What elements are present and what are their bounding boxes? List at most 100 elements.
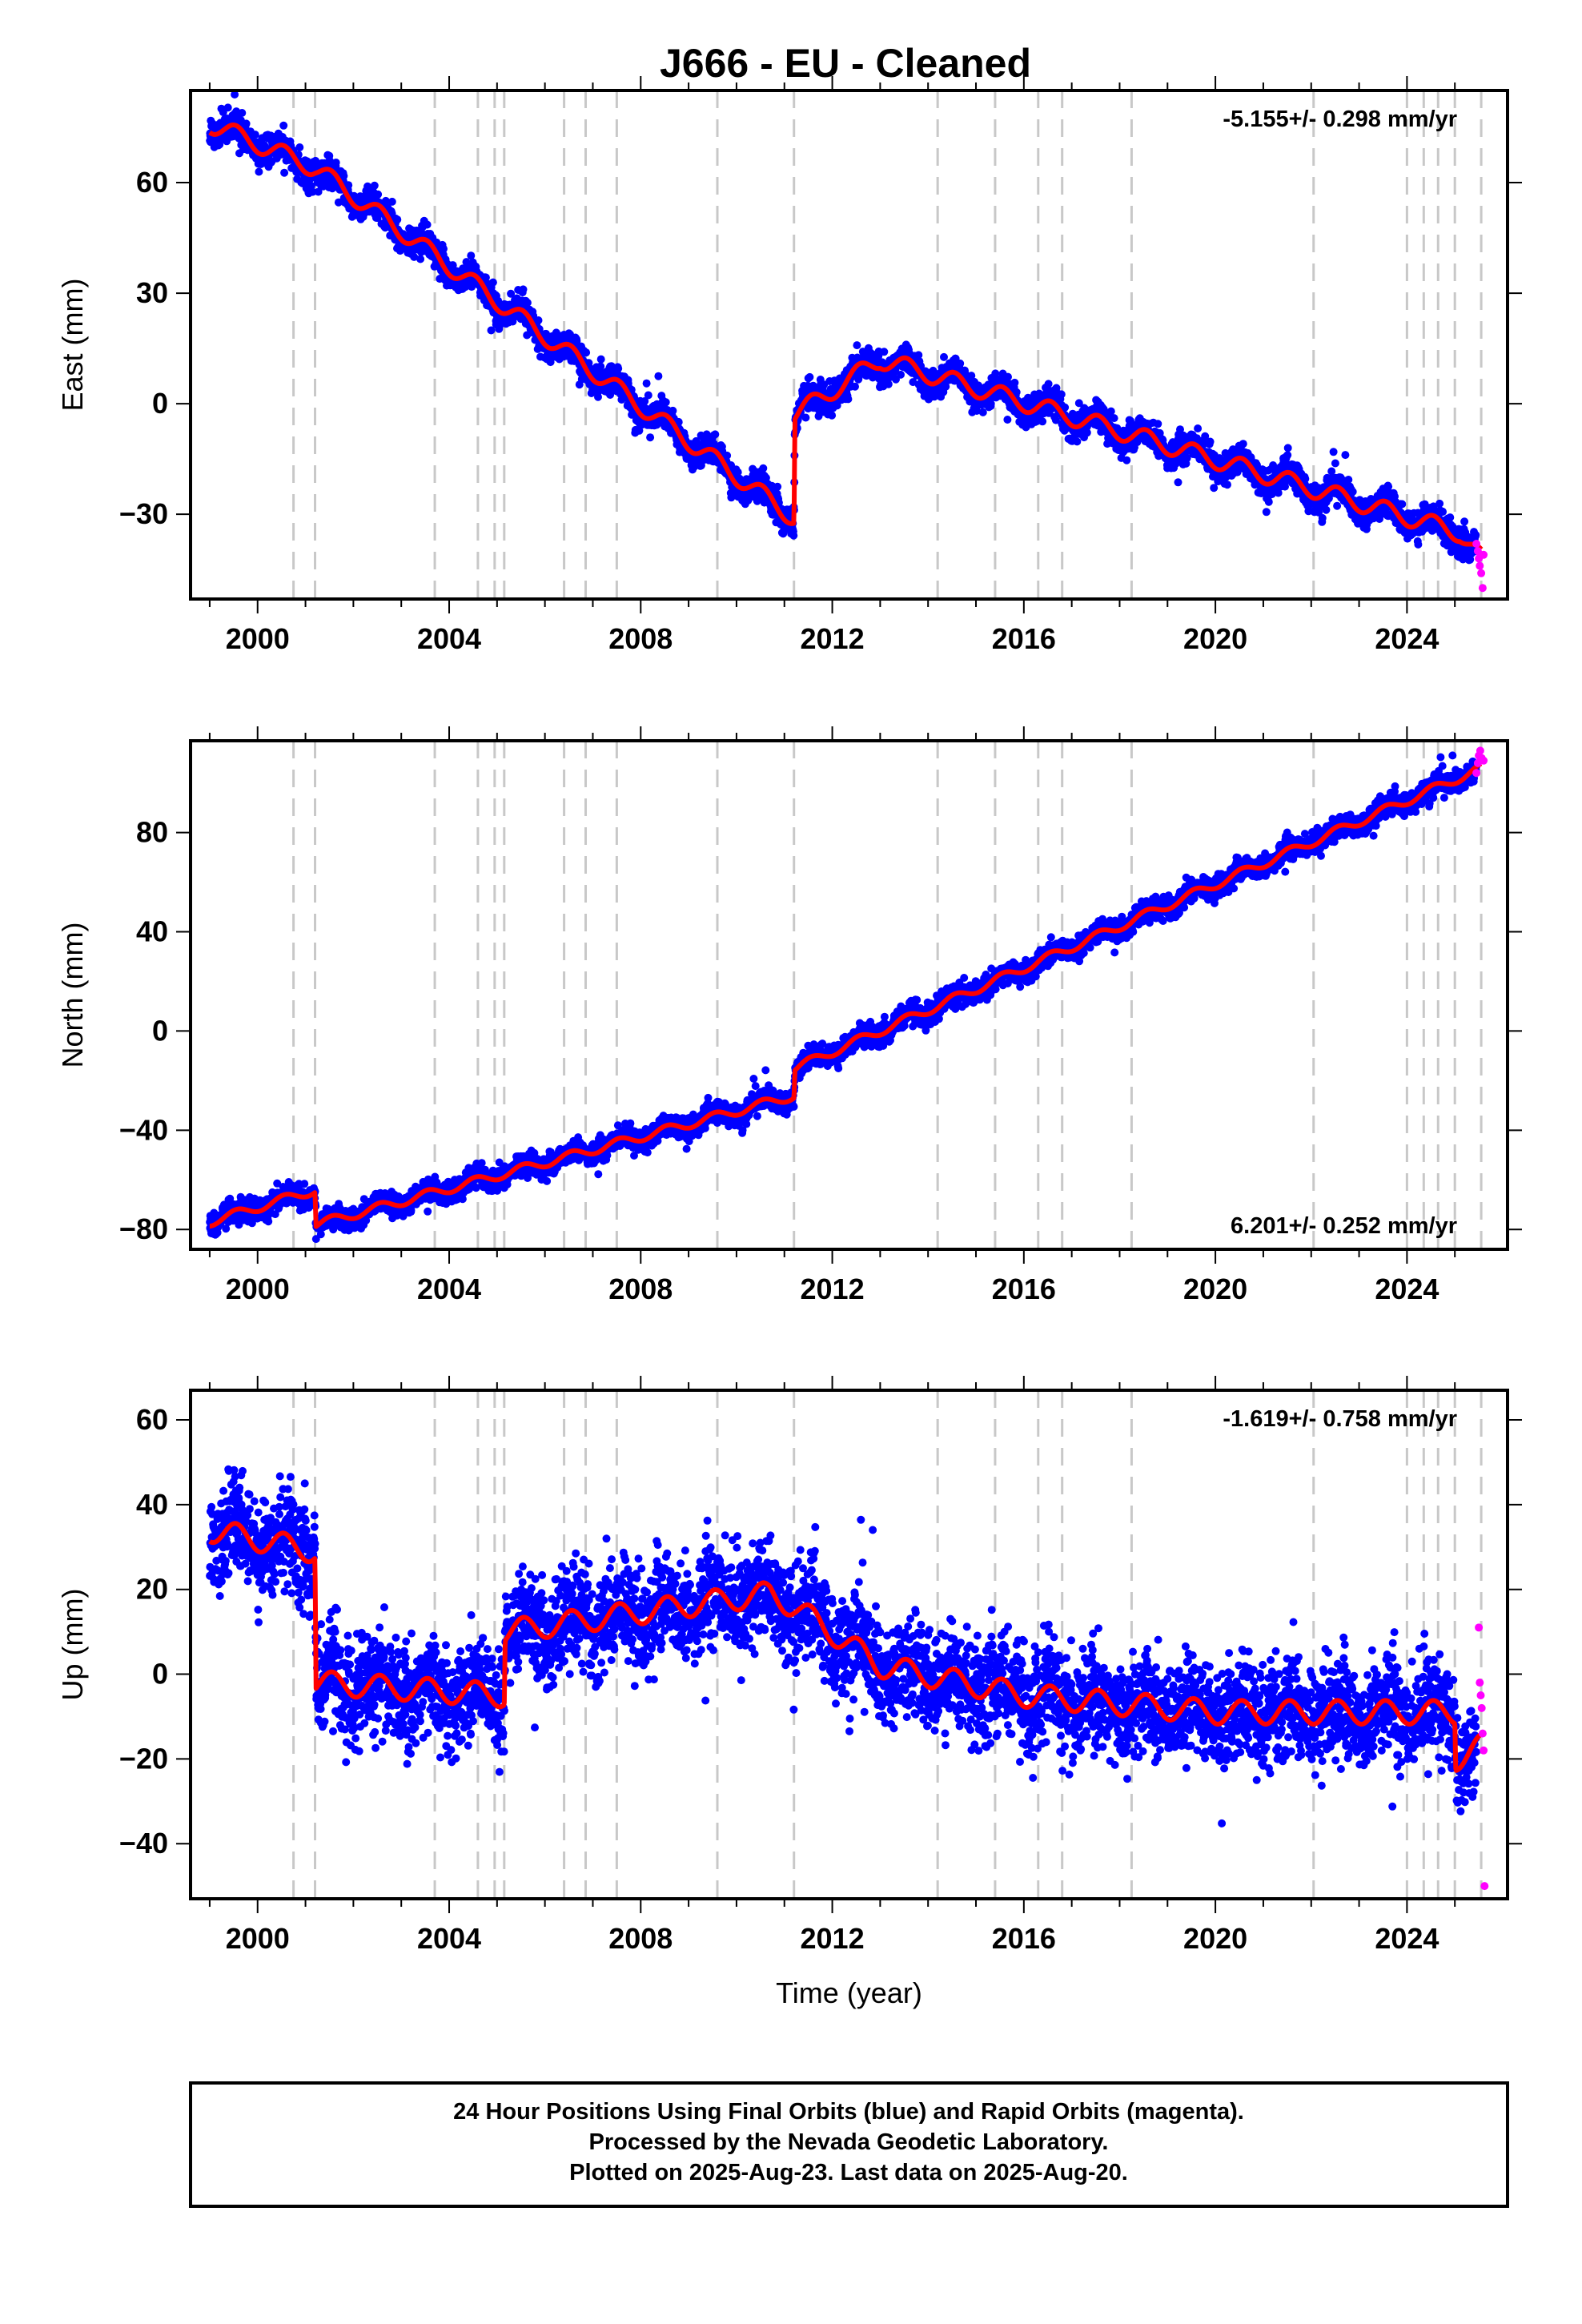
final-point bbox=[844, 395, 853, 404]
final-point bbox=[1398, 500, 1407, 509]
rapid-point bbox=[1476, 561, 1484, 570]
east-panel: 2000 2004 2008 2012 2016 2020 2024−3003060East… bbox=[56, 76, 1522, 655]
final-point bbox=[1283, 451, 1292, 460]
final-point bbox=[344, 181, 353, 190]
final-point bbox=[661, 398, 670, 407]
final-point bbox=[1281, 482, 1289, 491]
final-point bbox=[519, 285, 528, 294]
final-point bbox=[387, 197, 396, 206]
final-point bbox=[646, 433, 655, 442]
final-point bbox=[1004, 372, 1012, 381]
final-point bbox=[1446, 513, 1455, 522]
final-point bbox=[1122, 456, 1131, 464]
rate-annotation: -5.155+/- 0.298 mm/yr bbox=[1223, 107, 1457, 132]
x-tick-label: 2004 bbox=[417, 622, 481, 655]
plot-area bbox=[206, 741, 1488, 1249]
final-point bbox=[295, 143, 304, 151]
final-point bbox=[644, 391, 652, 400]
final-orbit-points bbox=[206, 90, 1480, 565]
final-point bbox=[238, 109, 247, 117]
final-point bbox=[381, 196, 390, 205]
final-point bbox=[334, 198, 343, 207]
final-point bbox=[1439, 508, 1447, 517]
final-point bbox=[1038, 417, 1047, 426]
final-point bbox=[1283, 444, 1292, 452]
final-point bbox=[1460, 517, 1469, 526]
final-point bbox=[1264, 497, 1273, 506]
final-point bbox=[314, 187, 323, 196]
final-point bbox=[1322, 505, 1331, 514]
final-point bbox=[986, 400, 995, 408]
final-point bbox=[1223, 480, 1231, 489]
final-point bbox=[423, 220, 432, 229]
final-point bbox=[440, 244, 448, 253]
final-point bbox=[1110, 414, 1118, 423]
final-point bbox=[642, 379, 651, 388]
final-point bbox=[523, 299, 532, 307]
final-point bbox=[467, 251, 476, 260]
final-point bbox=[1206, 437, 1215, 446]
final-point bbox=[1344, 476, 1353, 484]
final-point bbox=[1174, 478, 1182, 487]
final-point bbox=[1331, 459, 1339, 468]
final-point bbox=[1472, 531, 1480, 539]
final-point bbox=[897, 370, 905, 379]
final-point bbox=[410, 252, 419, 261]
final-point bbox=[280, 168, 289, 177]
final-point bbox=[1301, 474, 1310, 483]
final-point bbox=[614, 364, 623, 373]
final-point bbox=[1010, 378, 1019, 387]
final-point bbox=[1106, 407, 1115, 416]
final-point bbox=[582, 348, 591, 357]
rapid-point bbox=[1478, 584, 1487, 593]
final-point bbox=[1318, 513, 1327, 522]
final-point bbox=[805, 372, 814, 381]
north-panel: 2000 2004 2008 2012 2016 2020 2024−80−4004080N… bbox=[56, 726, 1522, 1305]
final-point bbox=[711, 430, 720, 439]
final-point bbox=[1057, 390, 1066, 399]
final-point bbox=[279, 121, 288, 130]
final-point bbox=[1073, 437, 1082, 446]
rapid-point bbox=[1477, 569, 1486, 577]
final-point bbox=[1341, 451, 1350, 460]
x-tick-label: 2016 bbox=[992, 622, 1056, 655]
final-point bbox=[1003, 416, 1012, 424]
final-point bbox=[1333, 501, 1342, 510]
final-point bbox=[880, 348, 889, 356]
y-tick-label: 60 bbox=[136, 166, 168, 199]
final-point bbox=[884, 380, 893, 388]
plot-frame bbox=[189, 89, 1509, 601]
final-point bbox=[488, 278, 497, 287]
x-tick-label: 2020 bbox=[1183, 622, 1247, 655]
final-point bbox=[789, 531, 798, 540]
final-point bbox=[851, 382, 859, 391]
x-tick-label: 2024 bbox=[1375, 622, 1439, 655]
final-point bbox=[534, 316, 543, 324]
final-point bbox=[242, 119, 251, 128]
final-point bbox=[223, 103, 232, 112]
final-point bbox=[1414, 540, 1423, 549]
final-point bbox=[853, 341, 861, 350]
final-point bbox=[801, 413, 810, 422]
final-point bbox=[251, 131, 259, 139]
plot-area bbox=[206, 90, 1488, 599]
final-point bbox=[956, 359, 965, 368]
final-point bbox=[393, 215, 402, 224]
y-axis-label: East (mm) bbox=[56, 279, 89, 412]
final-point bbox=[374, 190, 383, 199]
final-point bbox=[308, 187, 317, 196]
final-point bbox=[331, 159, 340, 167]
x-tick-label: 2000 bbox=[226, 622, 290, 655]
final-point bbox=[940, 352, 948, 361]
final-point bbox=[773, 482, 782, 491]
y-tick-label: 30 bbox=[136, 276, 168, 309]
x-tick-label: 2012 bbox=[801, 622, 865, 655]
final-point bbox=[596, 355, 605, 364]
final-point bbox=[1239, 440, 1247, 448]
final-orbit-points bbox=[206, 751, 1480, 1244]
final-point bbox=[1329, 448, 1338, 456]
final-point bbox=[828, 411, 837, 420]
final-point bbox=[255, 167, 263, 176]
final-point bbox=[594, 392, 602, 401]
